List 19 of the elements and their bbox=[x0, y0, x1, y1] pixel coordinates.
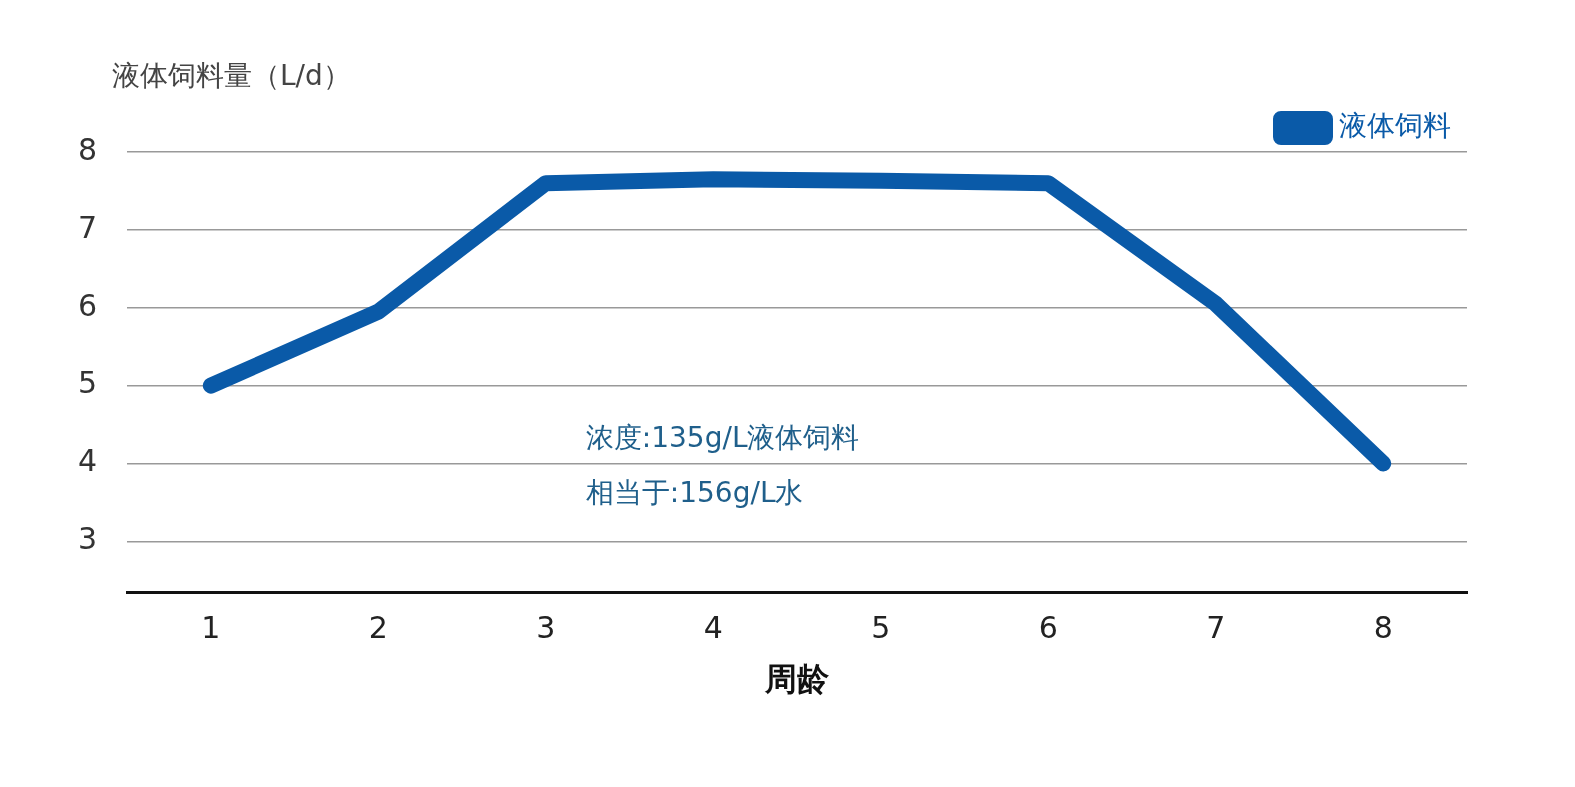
y-tick-label: 4 bbox=[77, 443, 98, 479]
y-tick-label: 8 bbox=[77, 131, 98, 167]
y-tick-label: 7 bbox=[77, 209, 98, 245]
annotation: 浓度:135g/L液体饲料 bbox=[585, 421, 860, 455]
x-tick-label: 1 bbox=[201, 609, 221, 645]
y-tick-label: 5 bbox=[77, 365, 98, 401]
y-tick-label: 3 bbox=[77, 521, 98, 557]
x-tick-label: 6 bbox=[1038, 609, 1058, 645]
legend-label: 液体饲料 bbox=[1339, 109, 1451, 143]
x-tick-label: 8 bbox=[1373, 609, 1393, 645]
x-tick-label: 7 bbox=[1206, 609, 1226, 645]
y-axis-title: 液体饲料量（L/d） bbox=[112, 59, 351, 93]
x-tick-label: 4 bbox=[703, 609, 723, 645]
x-tick-label: 3 bbox=[536, 609, 556, 645]
x-tick-label: 2 bbox=[368, 609, 388, 645]
x-axis-title: 周龄 bbox=[764, 660, 831, 699]
x-tick-label: 5 bbox=[871, 609, 891, 645]
annotation: 相当于:156g/L水 bbox=[585, 476, 804, 510]
y-tick-label: 6 bbox=[77, 287, 98, 323]
